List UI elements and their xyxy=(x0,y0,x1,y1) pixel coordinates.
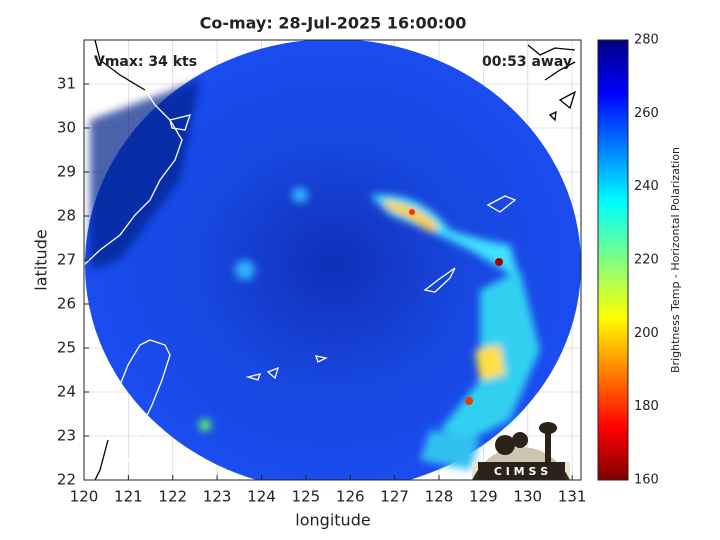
x-tick-label: 120 xyxy=(70,488,99,506)
y-tick-label: 24 xyxy=(57,383,76,401)
map-title: Co-may: 28-Jul-2025 16:00:00 xyxy=(200,14,467,33)
y-tick-label: 30 xyxy=(57,119,76,137)
x-tick-label: 124 xyxy=(247,488,276,506)
x-axis-label: longitude xyxy=(295,511,370,530)
coastlines xyxy=(84,40,577,480)
x-tick-label: 130 xyxy=(513,488,542,506)
logo-text: C I M S S xyxy=(494,465,548,478)
swath-disk xyxy=(85,40,581,480)
x-tick-label: 122 xyxy=(158,488,187,506)
hot-spot xyxy=(409,209,415,215)
y-tick-label: 31 xyxy=(57,75,76,93)
colorbar-label: Brightness Temp - Horizontal Polarizatio… xyxy=(669,147,682,373)
colorbar-tick-label: 280 xyxy=(634,33,659,48)
x-tick-label: 125 xyxy=(292,488,321,506)
x-tick-label: 129 xyxy=(469,488,498,506)
hot-spot xyxy=(465,397,473,405)
x-tick-label: 131 xyxy=(558,488,587,506)
hot-spot xyxy=(495,258,503,266)
colorbar xyxy=(597,39,629,481)
x-tick-label: 123 xyxy=(203,488,232,506)
colorbar-tick-label: 220 xyxy=(634,253,659,268)
vmax-annotation: Vmax: 34 kts xyxy=(94,54,197,70)
colorbar-tick-label: 200 xyxy=(634,326,659,341)
y-axis-label: latitude xyxy=(32,229,51,290)
colorbar-tick-label: 240 xyxy=(634,179,659,194)
x-tick-label: 126 xyxy=(336,488,365,506)
y-tick-label: 25 xyxy=(57,339,76,357)
satellite-swath xyxy=(85,40,581,480)
colorbar-tick-label: 160 xyxy=(634,473,659,488)
x-tick-label: 128 xyxy=(425,488,454,506)
y-tick-label: 29 xyxy=(57,163,76,181)
y-tick-label: 26 xyxy=(57,295,76,313)
y-tick-label: 27 xyxy=(57,251,76,269)
rainbands xyxy=(199,187,540,470)
time-annotation: 00:53 away xyxy=(482,54,572,70)
y-tick-label: 28 xyxy=(57,207,76,225)
x-tick-label: 121 xyxy=(114,488,143,506)
colorbar-tick-label: 260 xyxy=(634,106,659,121)
y-tick-label: 22 xyxy=(57,471,76,489)
cimss-logo: C I M S S xyxy=(472,422,570,480)
x-tick-label: 127 xyxy=(380,488,409,506)
y-tick-label: 23 xyxy=(57,427,76,445)
colorbar-tick-label: 180 xyxy=(634,399,659,414)
